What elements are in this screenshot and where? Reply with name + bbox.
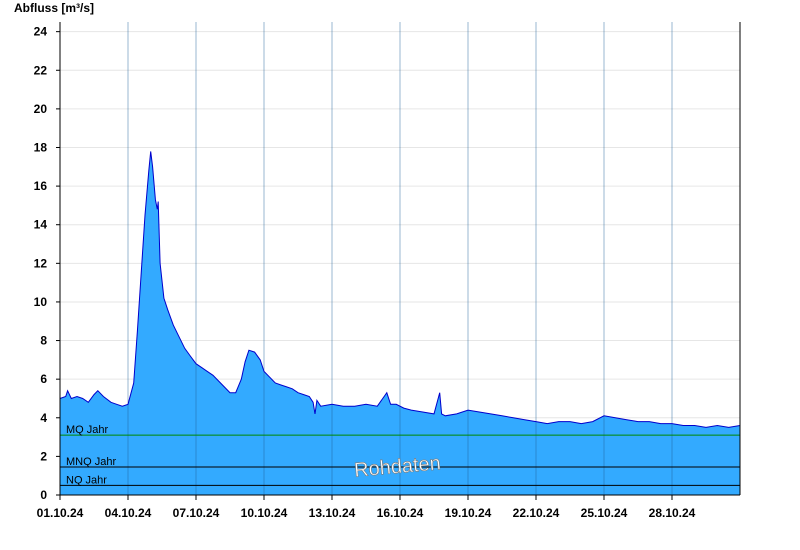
x-tick-label: 22.10.24 xyxy=(513,506,560,520)
y-tick-label: 14 xyxy=(34,218,48,232)
y-tick-label: 12 xyxy=(34,256,48,270)
discharge-area xyxy=(60,151,740,495)
y-tick-label: 8 xyxy=(40,334,47,348)
y-tick-label: 4 xyxy=(40,411,47,425)
x-tick-label: 10.10.24 xyxy=(241,506,288,520)
x-tick-label: 13.10.24 xyxy=(309,506,356,520)
y-tick-label: 20 xyxy=(34,102,48,116)
y-tick-label: 22 xyxy=(34,63,48,77)
x-tick-label: 19.10.24 xyxy=(445,506,492,520)
ref-label: MQ Jahr xyxy=(66,424,109,436)
ref-label: MNQ Jahr xyxy=(66,456,116,468)
y-tick-label: 16 xyxy=(34,179,48,193)
y-axis-title: Abfluss [m³/s] xyxy=(14,1,94,15)
discharge-line xyxy=(59,151,741,428)
y-tick-label: 18 xyxy=(34,140,48,154)
x-tick-label: 16.10.24 xyxy=(377,506,424,520)
x-tick-label: 04.10.24 xyxy=(105,506,152,520)
ref-label: NQ Jahr xyxy=(66,474,107,486)
x-tick-labels: 01.10.24 04.10.24 07.10.24 10.10.24 13.10.24… xyxy=(37,495,696,520)
y-tick-label: 2 xyxy=(40,449,47,463)
x-tick-label: 07.10.24 xyxy=(173,506,220,520)
x-tick-label: 01.10.24 xyxy=(37,506,84,520)
y-tick-label: 6 xyxy=(40,372,47,386)
x-tick-label: 25.10.24 xyxy=(581,506,628,520)
y-tick-label: 0 xyxy=(40,488,47,502)
y-tick-label: 10 xyxy=(34,295,48,309)
y-tick-label: 24 xyxy=(34,25,48,39)
reference-lines: MQ Jahr MNQ Jahr NQ Jahr xyxy=(60,424,740,486)
x-tick-label: 28.10.24 xyxy=(649,506,696,520)
